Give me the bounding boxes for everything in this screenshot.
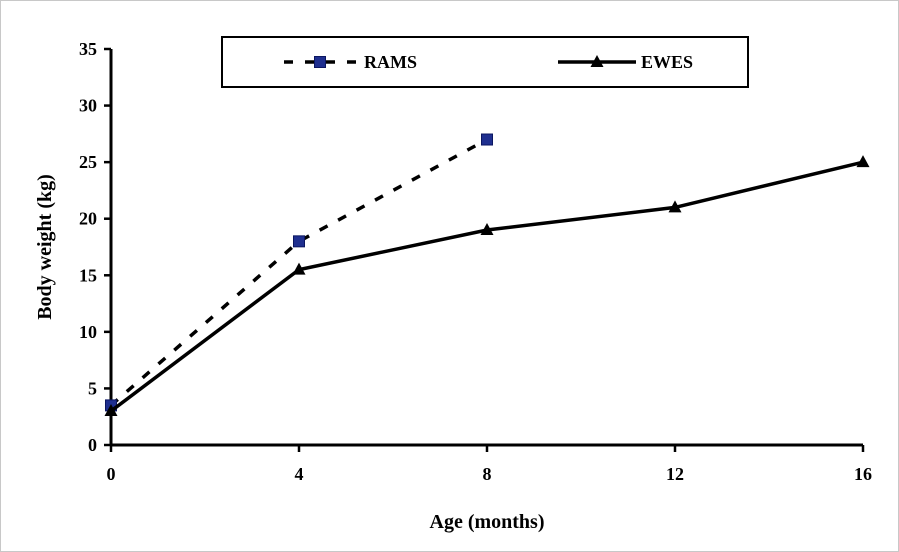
data-point-triangle xyxy=(668,200,682,213)
x-ticks: 0 4 8 12 16 xyxy=(107,445,872,484)
y-axis-title: Body weight (kg) xyxy=(34,174,56,320)
y-tick-label: 5 xyxy=(88,378,97,398)
data-point-square xyxy=(481,133,493,146)
legend: RAMS EWES xyxy=(221,36,749,88)
series-layer xyxy=(104,133,870,417)
legend-label: EWES xyxy=(641,52,693,72)
y-tick-label: 35 xyxy=(79,39,97,59)
y-ticks: 0 5 10 15 20 25 30 35 xyxy=(79,39,111,455)
legend-label: RAMS xyxy=(364,52,417,72)
data-point-square xyxy=(293,235,305,248)
series-line-ewes xyxy=(109,160,864,413)
axes: 0 5 10 15 20 25 30 35 0 4 8 12 16 xyxy=(79,39,872,484)
x-tick-label: 4 xyxy=(295,464,304,484)
series-ewes xyxy=(104,155,870,417)
data-point-triangle xyxy=(104,404,118,417)
x-tick-label: 0 xyxy=(107,464,116,484)
y-tick-label: 15 xyxy=(79,265,97,285)
data-point-triangle xyxy=(590,55,604,67)
y-tick-label: 30 xyxy=(79,96,97,116)
data-point-square xyxy=(314,56,326,68)
legend-items: RAMS EWES xyxy=(284,52,693,72)
x-tick-label: 8 xyxy=(483,464,492,484)
data-point-triangle xyxy=(292,262,306,275)
legend-item-rams: RAMS xyxy=(284,52,417,72)
y-tick-label: 0 xyxy=(88,435,97,455)
x-tick-label: 12 xyxy=(666,464,684,484)
x-tick-label: 16 xyxy=(854,464,872,484)
y-tick-label: 10 xyxy=(79,322,97,342)
y-tick-label: 20 xyxy=(79,209,97,229)
x-axis-title: Age (months) xyxy=(430,511,545,533)
data-point-triangle xyxy=(480,223,494,236)
y-tick-label: 25 xyxy=(79,152,97,172)
legend-item-ewes: EWES xyxy=(558,52,693,72)
data-point-triangle xyxy=(856,155,870,168)
